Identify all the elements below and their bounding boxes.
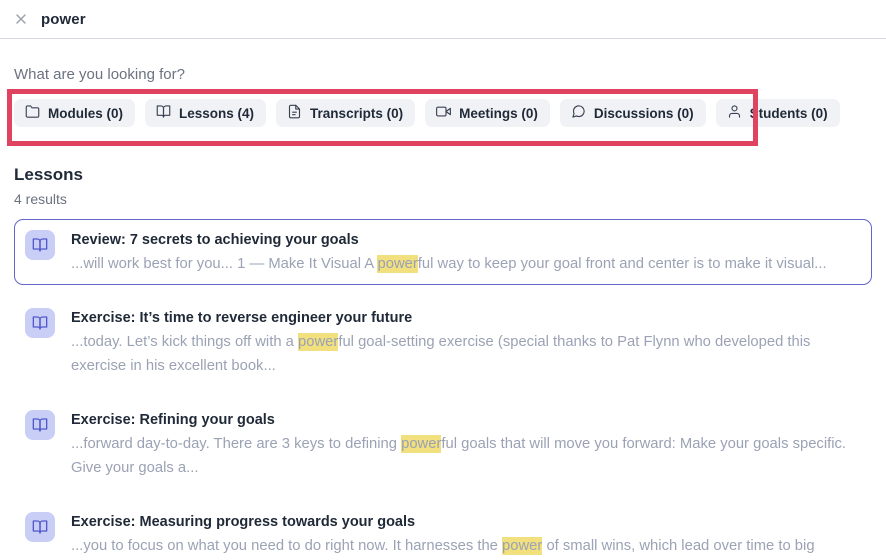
clear-search-button[interactable] [12, 10, 30, 28]
result-item[interactable]: Exercise: It’s time to reverse engineer … [14, 297, 872, 387]
lesson-icon-tile [25, 512, 55, 542]
search-term-highlight: power [298, 333, 339, 351]
filter-chip[interactable]: Modules (0) [14, 99, 136, 127]
search-term-highlight: power [401, 435, 442, 453]
book-open-icon [32, 238, 48, 252]
lesson-icon-tile [25, 230, 55, 260]
person-icon [727, 104, 742, 122]
file-text-icon [287, 104, 302, 122]
result-snippet: ...you to focus on what you need to do r… [71, 537, 815, 555]
result-title: Exercise: It’s time to reverse engineer … [71, 310, 413, 326]
filter-chip[interactable]: Students (0) [715, 99, 840, 127]
filter-chips-row: Modules (0) Lessons (4) Transcripts (0) … [7, 89, 872, 146]
search-prompt-label: What are you looking for? [14, 66, 185, 83]
search-term-highlight: power [502, 537, 543, 555]
result-title: Exercise: Refining your goals [71, 412, 275, 428]
result-item[interactable]: Review: 7 secrets to achieving your goal… [14, 219, 872, 285]
result-item[interactable]: Exercise: Refining your goals ...forward… [14, 399, 872, 489]
search-bar: power [0, 0, 886, 39]
result-title: Review: 7 secrets to achieving your goal… [71, 232, 359, 248]
filter-chip[interactable]: Meetings (0) [425, 99, 550, 127]
search-results-panel: What are you looking for? Modules (0) Le… [0, 66, 886, 560]
filter-chip[interactable]: Discussions (0) [559, 99, 706, 127]
filter-chips: Modules (0) Lessons (4) Transcripts (0) … [14, 99, 840, 127]
filter-chip[interactable]: Lessons (4) [145, 99, 267, 127]
book-open-icon [32, 418, 48, 432]
result-snippet: ...today. Let’s kick things off with a p… [71, 333, 811, 374]
chat-icon [571, 104, 586, 122]
result-item[interactable]: Exercise: Measuring progress towards you… [14, 501, 872, 560]
lesson-icon-tile [25, 308, 55, 338]
lesson-icon-tile [25, 410, 55, 440]
result-snippet: ...will work best for you... 1 — Make It… [71, 255, 827, 273]
search-input[interactable]: power [41, 10, 86, 28]
result-title: Exercise: Measuring progress towards you… [71, 514, 416, 530]
result-count: 4 results [14, 191, 67, 207]
book-open-icon [32, 520, 48, 534]
section-title: Lessons [14, 165, 83, 184]
book-open-icon [32, 316, 48, 330]
folder-icon [25, 104, 40, 122]
filter-chip[interactable]: Transcripts (0) [276, 99, 416, 127]
book-open-icon [156, 104, 171, 122]
result-snippet: ...forward day-to-day. There are 3 keys … [71, 435, 847, 476]
search-term-highlight: power [377, 255, 418, 273]
video-icon [436, 104, 452, 122]
close-icon [16, 14, 26, 24]
results-list: Review: 7 secrets to achieving your goal… [14, 219, 872, 560]
